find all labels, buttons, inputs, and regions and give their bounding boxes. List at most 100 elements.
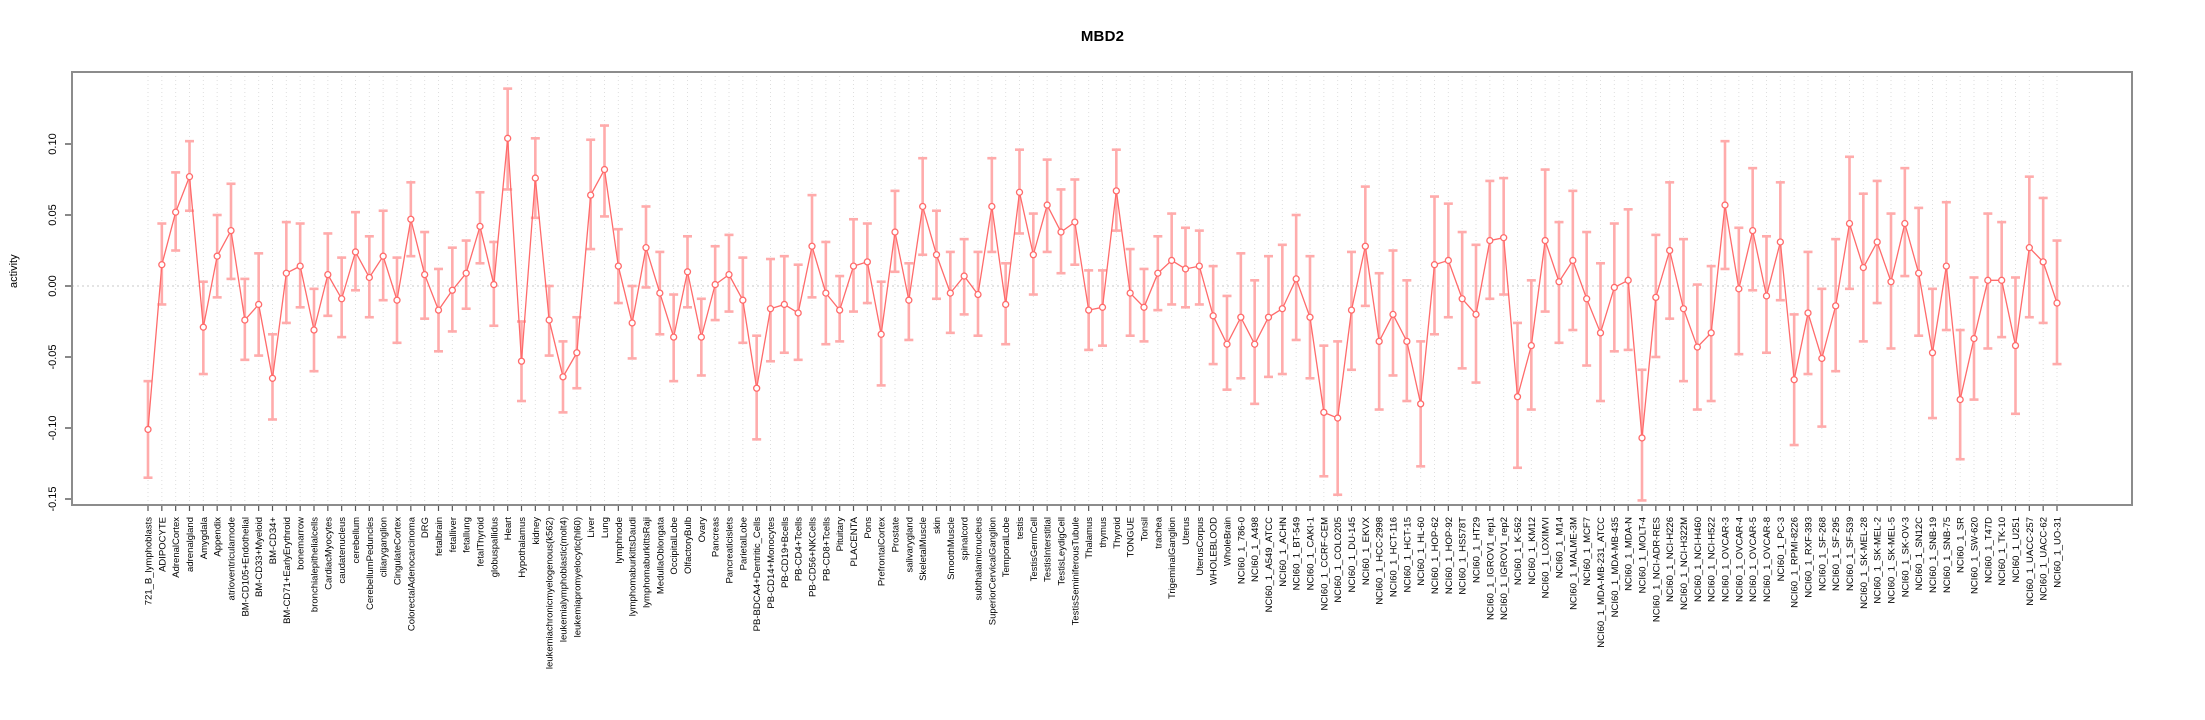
data-point [144,425,152,434]
data-point [697,333,705,341]
x-tick-label: caudatenucleus [337,517,348,584]
x-tick-label: TestisLeydigCell [1057,517,1068,586]
data-point [462,269,470,277]
plot-title: MBD2 [1080,28,1125,45]
x-tick-label: TemporalLobe [1001,517,1012,577]
data-point [1472,310,1480,319]
data-point [1223,340,1231,348]
x-tick-label: DRG [420,517,431,538]
data-point [1707,329,1715,337]
x-tick-label: Tonsil [1140,517,1151,541]
x-tick-label: NCI60_1_NCI-H226 [1665,517,1676,602]
x-tick-label: NCI60_1_MALME-3M [1568,517,1579,610]
x-tick-label: Thalamus [1084,517,1095,559]
data-point [1403,337,1411,346]
data-point [766,305,775,313]
x-tick-label: cerebellum [351,517,362,564]
data-point [1652,293,1660,302]
x-tick-label: TestisInterstitial [1043,517,1054,582]
x-tick-label: WHOLEBLOOD [1209,517,1220,585]
x-tick-label: NCI60_1_HOP-92 [1444,517,1455,594]
x-tick-label: PrefrontalCortex [877,517,888,586]
x-tick-label: Thyroid [1112,517,1123,549]
data-point [794,309,802,317]
x-tick-label: Heart [503,517,514,541]
x-tick-label: NCI60_1_NCI-H460 [1693,517,1704,602]
data-point [1085,306,1093,314]
data-point [504,134,512,142]
data-point [1237,313,1245,321]
x-tick-label: NCI60_1_MOLT-4 [1638,517,1649,593]
data-point [753,384,761,392]
data-point [379,252,387,260]
x-tick-label: BM-CD34+ [268,517,279,565]
x-tick-label: fetalliver [448,517,459,552]
x-tick-label: lymphnode [614,517,625,563]
data-point [1624,276,1632,284]
x-tick-label: NCI60_1_SW-620 [1970,517,1981,594]
data-point [338,295,346,303]
x-tick-label: PB-CD19+Bcells [780,517,791,588]
x-tick-label: leukemiapromyelocytic(hl60) [572,517,583,637]
data-point [241,316,249,324]
x-tick-label: Ovary [697,517,708,543]
x-tick-label: NCI60_1_UACC-62 [2039,517,2050,600]
x-tick-label: TestisGermCell [1029,517,1040,581]
x-tick-label: PB-CD8+Tcells [821,517,832,581]
x-tick-label: NCI60_1_M14 [1555,517,1566,578]
x-tick-label: NCI60_1_OVCAR-5 [1748,517,1759,602]
x-tick-label: PB-BDCA4+Dentritic_Cells [752,517,763,632]
x-tick-label: kidney [531,517,542,545]
data-point [1541,236,1549,245]
data-point [1126,289,1134,297]
x-tick-label: NCI60_1_SK-OV-3 [1900,517,1911,597]
data-point [1555,278,1563,286]
data-point [891,228,899,236]
x-tick-label: testis [1015,517,1026,539]
data-point [656,289,664,297]
data-point [600,165,609,174]
data-point [1638,434,1646,442]
x-tick-label: NCI60_1_MCF7 [1582,517,1593,586]
x-tick-label: NCI60_1_DU-145 [1347,517,1358,593]
data-point [1500,234,1508,242]
x-tick-label: Amygdala [199,516,210,559]
data-point [1154,269,1162,277]
data-point [434,306,443,314]
x-tick-label: NCI60_1_SF-539 [1845,517,1856,591]
x-tick-label: Liver [586,517,597,538]
data-point [1735,285,1743,293]
data-point [213,252,221,260]
x-tick-label: fetalbrain [434,517,445,556]
x-tick-label: NCI60_1_IGROV1_rep1 [1485,517,1496,620]
x-tick-label: NCI60_1_IGROV1_rep2 [1499,517,1510,620]
data-point [1251,340,1259,348]
x-tick-label: NCI60_1_PC-3 [1776,517,1787,581]
x-tick-label: Uterus [1181,517,1192,545]
data-point [1195,262,1203,270]
y-tick-label: -0.05 [47,344,59,369]
data-point [1486,236,1494,245]
data-point [1361,242,1369,250]
x-tick-label: Appendix [213,517,224,557]
data-point [1458,295,1466,303]
x-tick-label: NCI60_1_K-562 [1513,517,1524,585]
x-tick-label: NCI60_1_SK-MEL-2 [1873,517,1884,604]
data-point [559,373,567,381]
data-point [1292,275,1300,283]
y-tick-label: -0.10 [47,415,59,440]
data-point [1140,303,1148,311]
y-tick-label: 0.05 [47,204,59,225]
data-point [614,262,622,270]
x-tick-label: NCI60_1_NCI-ADR-RES [1651,517,1662,622]
data-point [1513,393,1522,401]
data-point [1942,262,1950,270]
x-tick-label: TrigeminalGanglion [1167,517,1178,599]
x-tick-label: Pituitary [835,517,846,552]
data-point [1334,414,1342,422]
x-tick-label: SkeletalMuscle [918,517,929,581]
x-tick-label: MedullaOblongata [655,516,666,594]
x-tick-label: NCI60_1_OVCAR-8 [1762,517,1773,602]
data-point [1306,313,1314,321]
data-point [683,268,692,276]
